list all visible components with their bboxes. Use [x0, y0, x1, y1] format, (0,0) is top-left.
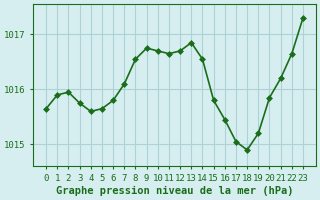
X-axis label: Graphe pression niveau de la mer (hPa): Graphe pression niveau de la mer (hPa) — [56, 186, 293, 196]
